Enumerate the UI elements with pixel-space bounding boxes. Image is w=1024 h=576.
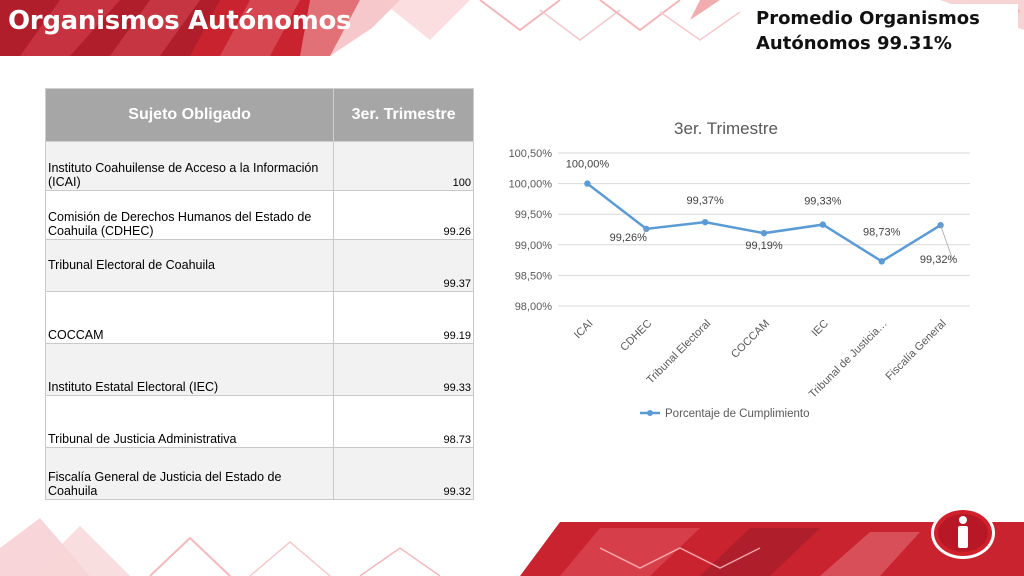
- line-chart: 3er. Trimestre 100,50% 100,00% 99,50% 99,00…: [509, 119, 970, 420]
- data-label: 99,32%: [920, 254, 958, 266]
- column-header-subject: Sujeto Obligado: [44, 88, 335, 142]
- row-name: Tribunal Electoral de Coahuila: [44, 239, 335, 292]
- table-row: Fiscalía General de Justicia del Estado …: [44, 447, 474, 500]
- chart-gridlines: [558, 152, 970, 307]
- y-tick-label: 98,50%: [515, 270, 553, 282]
- data-point: [701, 218, 709, 226]
- row-value: 99.32: [333, 447, 474, 500]
- average-box: [748, 4, 1018, 56]
- table-row: Instituto Estatal Electoral (IEC) 99.33: [44, 343, 474, 396]
- chart-legend: Porcentaje de Cumplimiento: [640, 408, 809, 420]
- y-tick-label: 99,00%: [515, 240, 553, 252]
- row-name: Instituto Coahuilense de Acceso a la Inf…: [44, 141, 335, 191]
- legend-marker-icon: [647, 410, 653, 416]
- data-point: [584, 180, 591, 187]
- average-line-2: Autónomos 99.31%: [756, 33, 952, 54]
- footer-decoration: [0, 518, 1024, 576]
- row-name: COCCAM: [44, 291, 335, 344]
- row-value: 99.19: [333, 291, 474, 344]
- row-value: 99.33: [333, 343, 474, 396]
- row-value: 99.26: [333, 190, 474, 240]
- data-label: 98,73%: [863, 226, 901, 238]
- average-summary: Promedio Organismos Autónomos 99.31%: [756, 6, 980, 56]
- y-tick-label: 100,00%: [509, 179, 553, 191]
- data-point: [819, 221, 827, 228]
- chart-title: 3er. Trimestre: [674, 119, 778, 138]
- row-name: Instituto Estatal Electoral (IEC): [44, 343, 335, 396]
- row-value: 99.37: [333, 239, 474, 292]
- y-tick-label: 99,50%: [515, 209, 553, 221]
- data-label: 99,33%: [804, 196, 842, 208]
- page-title: Organismos Autónomos: [8, 6, 352, 36]
- y-tick-label: 98,00%: [515, 301, 553, 313]
- y-tick-label: 100,50%: [509, 148, 553, 160]
- table-header-row: Sujeto Obligado 3er. Trimestre: [44, 88, 474, 142]
- x-tick-label: COCCAM: [729, 318, 772, 361]
- table-row: Tribunal Electoral de Coahuila 99.37: [44, 239, 474, 292]
- x-tick-label: ICAI: [572, 318, 596, 342]
- row-value: 100: [333, 141, 474, 191]
- row-name: Fiscalía General de Justicia del Estado …: [44, 447, 335, 500]
- leader-line: [641, 228, 647, 238]
- average-line-1: Promedio Organismos: [756, 8, 980, 29]
- data-point: [760, 229, 768, 237]
- data-label: 100,00%: [566, 159, 610, 171]
- y-axis-tick-labels: 100,50% 100,00% 99,50% 99,00% 98,50% 98,00%: [509, 148, 553, 313]
- column-header-quarter: 3er. Trimestre: [333, 88, 474, 142]
- row-name: Tribunal de Justicia Administrativa: [44, 395, 335, 448]
- x-tick-label: CDHEC: [618, 318, 654, 354]
- compliance-table: Sujeto Obligado 3er. Trimestre Instituto…: [44, 88, 474, 500]
- legend-label: Porcentaje de Cumplimiento: [665, 408, 809, 420]
- data-point: [937, 222, 944, 229]
- x-tick-label: Fiscalía General: [884, 318, 949, 383]
- table-row: Instituto Coahuilense de Acceso a la Inf…: [44, 141, 474, 191]
- data-label: 99,26%: [610, 232, 648, 244]
- leader-line: [940, 225, 953, 260]
- row-name: Comisión de Derechos Humanos del Estado …: [44, 190, 335, 240]
- x-tick-label: IEC: [810, 318, 831, 339]
- row-value: 98.73: [333, 395, 474, 448]
- data-label: 99,37%: [686, 195, 724, 207]
- data-point: [878, 258, 885, 265]
- table-row: Comisión de Derechos Humanos del Estado …: [44, 190, 474, 240]
- info-i-logo-icon: [931, 507, 995, 559]
- table-row: Tribunal de Justicia Administrativa 98.7…: [44, 395, 474, 448]
- table-row: COCCAM 99.19: [44, 291, 474, 344]
- data-labels: 100,00% 99,26% 99,37% 99,19% 99,33% 98,73% 99,…: [566, 159, 958, 267]
- x-tick-label: Tribunal Electoral: [645, 318, 714, 387]
- data-label: 99,19%: [745, 240, 783, 252]
